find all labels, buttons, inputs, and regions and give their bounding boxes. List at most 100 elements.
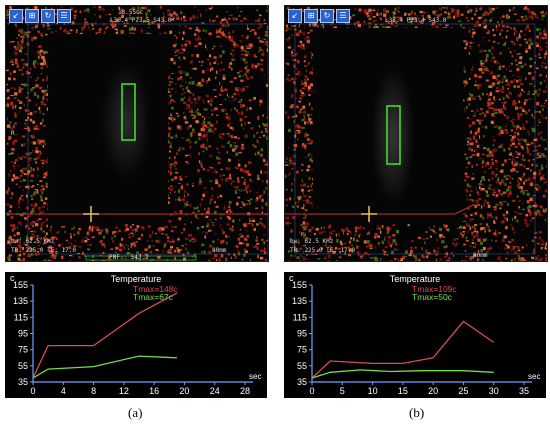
noise-speck	[105, 228, 107, 231]
noise-speck	[187, 193, 189, 196]
noise-speck	[429, 226, 431, 231]
noise-speck	[480, 249, 483, 253]
noise-speck	[184, 223, 187, 226]
noise-speck	[298, 100, 301, 103]
arrow-icon[interactable]: ↙	[288, 9, 302, 23]
noise-speck	[512, 42, 515, 45]
noise-speck	[464, 179, 467, 182]
noise-speck	[296, 104, 299, 106]
menu-icon[interactable]: ☰	[57, 9, 71, 23]
noise-speck	[205, 191, 209, 193]
noise-speck	[302, 200, 307, 202]
noise-speck	[259, 103, 262, 107]
noise-speck	[510, 140, 514, 142]
noise-speck	[439, 236, 441, 239]
noise-speck	[99, 228, 102, 232]
noise-speck	[229, 62, 233, 65]
noise-speck	[234, 189, 237, 193]
noise-speck	[495, 240, 497, 242]
noise-speck	[304, 65, 307, 67]
noise-speck	[368, 25, 371, 28]
noise-speck	[31, 198, 34, 200]
noise-speck	[439, 7, 443, 11]
noise-speck	[42, 58, 46, 62]
noise-speck	[367, 231, 370, 235]
noise-speck	[458, 20, 461, 22]
noise-speck	[288, 174, 290, 176]
noise-speck	[539, 231, 543, 233]
noise-speck	[307, 62, 309, 65]
noise-speck	[499, 88, 503, 92]
noise-speck	[304, 156, 307, 159]
noise-speck	[50, 250, 54, 254]
noise-speck	[495, 90, 500, 93]
noise-speck	[544, 54, 546, 58]
noise-speck	[518, 199, 521, 203]
noise-speck	[463, 40, 467, 43]
grid-icon[interactable]: ⊞	[304, 9, 318, 23]
noise-speck	[42, 96, 45, 100]
noise-speck	[189, 153, 191, 157]
noise-speck	[444, 11, 447, 14]
noise-speck	[523, 63, 527, 66]
noise-speck	[445, 252, 448, 255]
noise-speck	[384, 246, 388, 248]
noise-speck	[293, 25, 297, 27]
noise-speck	[101, 243, 105, 246]
noise-speck	[538, 132, 540, 135]
rotate-icon[interactable]: ↻	[41, 9, 55, 23]
noise-speck	[476, 144, 480, 148]
noise-speck	[9, 235, 12, 240]
noise-speck	[222, 231, 225, 235]
noise-speck	[538, 172, 542, 174]
arrow-icon[interactable]: ↙	[9, 9, 23, 23]
noise-speck	[300, 89, 302, 93]
noise-speck	[13, 45, 16, 48]
noise-speck	[500, 170, 504, 173]
noise-speck	[470, 130, 472, 134]
noise-speck	[344, 251, 347, 255]
noise-speck	[486, 161, 490, 165]
noise-speck	[264, 123, 268, 127]
noise-speck	[439, 258, 443, 261]
noise-speck	[540, 243, 545, 245]
noise-speck	[210, 103, 213, 107]
noise-speck	[517, 94, 521, 97]
noise-speck	[226, 133, 230, 135]
noise-speck	[103, 8, 105, 11]
noise-speck	[490, 120, 494, 124]
noise-speck	[495, 148, 497, 151]
noise-speck	[395, 249, 399, 251]
noise-speck	[18, 185, 21, 188]
noise-speck	[436, 238, 438, 242]
noise-speck	[41, 191, 44, 195]
noise-speck	[118, 230, 121, 232]
noise-speck	[128, 17, 132, 20]
noise-speck	[329, 236, 331, 240]
noise-speck	[397, 259, 400, 261]
noise-speck	[157, 23, 161, 27]
menu-icon[interactable]: ☰	[336, 9, 350, 23]
noise-speck	[533, 116, 535, 119]
noise-speck	[295, 67, 298, 70]
noise-speck	[168, 131, 171, 135]
noise-speck	[14, 92, 18, 96]
noise-speck	[165, 233, 168, 236]
noise-speck	[200, 65, 203, 67]
noise-speck	[13, 234, 16, 237]
noise-speck	[10, 127, 14, 130]
rotate-icon[interactable]: ↻	[320, 9, 334, 23]
noise-speck	[141, 227, 145, 230]
noise-speck	[166, 240, 170, 243]
noise-speck	[37, 142, 41, 145]
noise-speck	[491, 171, 495, 175]
noise-speck	[216, 15, 219, 18]
noise-speck	[472, 115, 476, 117]
grid-icon[interactable]: ⊞	[25, 9, 39, 23]
noise-speck	[205, 47, 208, 50]
noise-speck	[308, 195, 312, 198]
noise-speck	[216, 35, 220, 38]
noise-speck	[522, 154, 524, 158]
noise-speck	[234, 87, 238, 91]
noise-speck	[414, 246, 417, 249]
